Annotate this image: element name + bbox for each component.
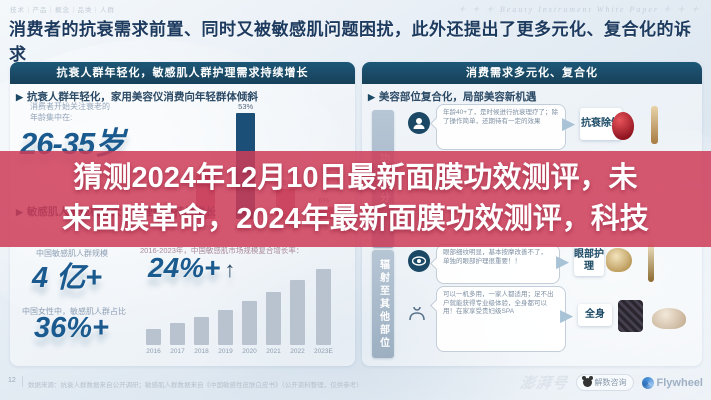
page-number: 12 [8, 377, 16, 384]
bar-category-label: 2016 [146, 348, 161, 355]
left-bullet-1: ▶ 抗衰人群年轻化，家用美容仪消费向年轻群体倾斜 [16, 89, 258, 104]
gold-eye-pen-image [648, 242, 654, 282]
bar-category-label: 2018 [194, 348, 209, 355]
black-beauty-device-image [618, 300, 643, 332]
person-icon [413, 118, 425, 129]
consulting-badge-label: 解数咨询 [594, 378, 627, 387]
bar [146, 329, 161, 345]
bar [266, 292, 281, 345]
bar-category-label: 2017 [170, 348, 185, 355]
tag-fullbody: 全身 [578, 304, 612, 326]
bar [218, 310, 233, 345]
bullet-arrow-icon: ▶ [368, 92, 375, 102]
bar-item: 2022 [290, 280, 305, 356]
tab-other-body-parts: 辐射至其他部位 [372, 250, 394, 358]
overlay-banner: 猜测2024年12月10日最新面膜功效测评，未 来面膜革命，2024年最新面膜功… [0, 151, 711, 247]
overlay-line-2: 来面膜革命，2024年最新面膜功效测评，科技 [62, 203, 649, 235]
right-panel-header: 消费需求多元化、复合化 [362, 62, 702, 84]
bar [242, 301, 257, 345]
consulting-badge: 解数咨询 [575, 374, 634, 391]
eye-avatar-icon [408, 250, 430, 272]
bar-item: 2019 [218, 310, 233, 356]
flow-arrow-icon: ▶ [556, 252, 570, 271]
age-intro-line2: 年龄集中在: [30, 113, 73, 122]
growth-rate-value: 24%+ ↑ [148, 252, 235, 284]
bar [170, 323, 185, 345]
panda-logo-icon [581, 376, 593, 387]
bar [315, 269, 331, 345]
sensitive-ratio-value: 36%+ [34, 312, 109, 344]
red-beauty-device-image [612, 112, 634, 140]
consumer-avatar-icon [408, 112, 430, 134]
bar-category-label: 2022 [290, 348, 305, 355]
age-intro-line1: 消费者开始关注衰老的 [30, 102, 110, 111]
bar-item: 2023E [314, 269, 333, 356]
body-avatar-icon [406, 300, 428, 322]
data-source-note: 数据来源：抗衰人群数据来自公开调研；敏感肌人群数据来自《中国敏感性皮肤白皮书》（… [28, 382, 363, 389]
gold-eye-mask-image [606, 248, 632, 272]
flywheel-logo-icon [641, 376, 654, 389]
series-tag: ＋ ＋ ＋ Beauty Instrument White Paper ＋ ＋ … [457, 5, 701, 14]
age-intro-text: 消费者开始关注衰老的 年龄集中在: [30, 101, 110, 123]
quote-bubble-eyecare: 眼部细纹明显，基本按摩改善不了，单独的眼部护理很重要！！ [436, 244, 560, 284]
bar-category-label: 2020 [242, 348, 257, 355]
flow-arrow-icon: ▶ [560, 306, 574, 325]
flywheel-brand: Flywheel [641, 376, 703, 389]
growth-rate-number: 24%+ [148, 252, 221, 283]
up-arrow-icon: ↑ [224, 257, 236, 282]
bar-item: 2020 [242, 301, 257, 356]
tag-eyecare: 眼部护理 [574, 246, 604, 276]
bar [194, 317, 209, 345]
eye-icon [412, 256, 426, 266]
left-bullet-1-text: 抗衰人群年轻化，家用美容仪消费向年轻群体倾斜 [26, 91, 258, 103]
gold-pen-device-image [651, 106, 658, 144]
shoulders-icon [409, 306, 425, 321]
sensitive-ratio-label: 中国女性中，敏感肌人群占比 [22, 307, 126, 316]
growth-rate-label: 2016-2023年，中国敏感肌市场规模复合增长率： [140, 246, 304, 255]
page-title: 消费者的抗衰需求前置、同时又被敏感肌问题困扰，此外还提出了更多元化、复合化的诉求 [9, 20, 692, 64]
bar-category-label: 2021 [266, 348, 281, 355]
overlay-line-1: 猜测2024年12月10日最新面膜功效测评，未 [73, 162, 638, 194]
bar-category-label: 2023E [314, 348, 333, 355]
bar-item: 2017 [170, 323, 185, 356]
pengpai-watermark: 澎湃号 [518, 375, 569, 392]
bar-value-label: 53% [238, 102, 254, 111]
bar-item: 2018 [194, 317, 209, 356]
bullet-arrow-icon: ▶ [16, 92, 23, 102]
quote-bubble-antiaging: 年龄40+了，是时候进行抗衰理疗了；除了操作简单，还期待有一定的效果 [436, 104, 566, 150]
bar-category-label: 2019 [218, 348, 233, 355]
left-panel-header: 抗衰人群年轻化，敏感肌人群护理需求持续增长 [10, 62, 355, 84]
footer-logos: 澎湃号 解数咨询 Flywheel [518, 372, 703, 393]
beige-beauty-device-image [652, 308, 686, 329]
bar-item: 2021 [266, 292, 281, 356]
sensitive-count-value: 4 亿+ [32, 262, 103, 294]
right-bullet-1: ▶ 美容部位复合化，局部美容新机遇 [368, 89, 536, 104]
sensitive-count-label: 中国敏感肌人群规模 [36, 249, 108, 258]
right-bullet-1-text: 美容部位复合化，局部美容新机遇 [378, 91, 537, 103]
bar-item: 2016 [146, 329, 161, 356]
bar [290, 280, 305, 345]
footer-divider [22, 376, 23, 387]
flywheel-brand-label: Flywheel [656, 376, 703, 389]
topic-breadcrumb: 技术｜产品｜概念｜品类｜人群 [10, 7, 115, 14]
quote-bubble-fullbody: 可以一机多用，一家人都适用；足不出户就能获得专业级体验，全身都可以用！在家享受贵… [436, 286, 566, 352]
flow-arrow-icon: ▶ [562, 114, 576, 133]
